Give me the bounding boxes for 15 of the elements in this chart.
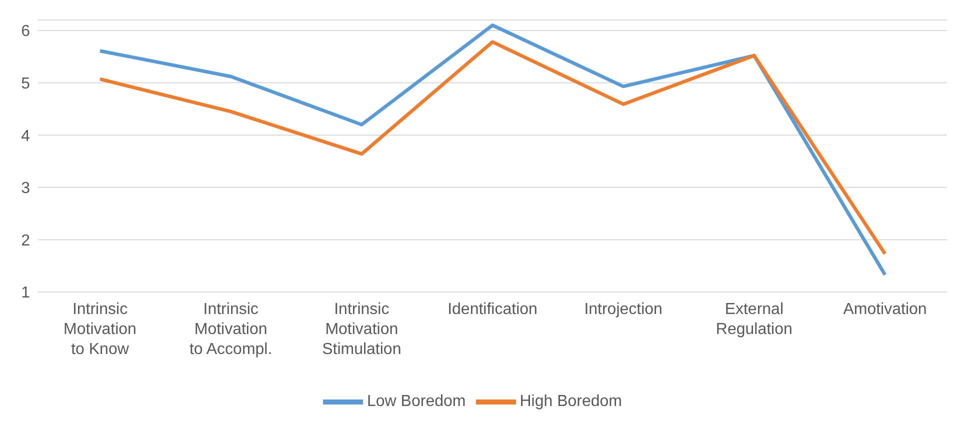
y-tick-label: 2 xyxy=(21,232,30,250)
x-tick-label: External Regulation xyxy=(716,301,792,338)
y-tick-label: 5 xyxy=(21,75,30,92)
legend-label: Low Boredom xyxy=(367,393,466,410)
y-tick-label: 6 xyxy=(21,23,30,40)
x-tick-label: Intrinsic Motivation Stimulation xyxy=(322,301,402,358)
y-tick-label: 3 xyxy=(21,180,30,198)
x-tick-label: Introjection xyxy=(584,301,662,318)
legend-label: High Boredom xyxy=(520,393,622,410)
x-tick-label: Amotivation xyxy=(843,301,927,318)
y-tick-label: 4 xyxy=(21,128,30,145)
x-tick-label: Intrinsic Motivation to Know xyxy=(64,301,136,358)
x-tick-label: Identification xyxy=(448,301,538,318)
y-tick-label: 1 xyxy=(21,284,30,302)
x-tick-label: Intrinsic Motivation to Accompl. xyxy=(189,301,272,358)
